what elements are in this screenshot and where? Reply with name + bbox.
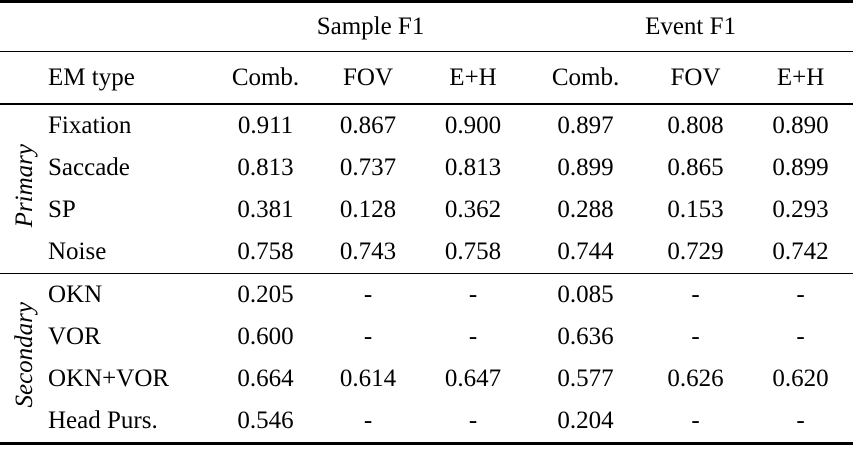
- value-cell: 0.813: [444, 154, 502, 181]
- value-cell: -: [691, 407, 700, 434]
- value-cell: 0.664: [237, 365, 294, 392]
- value-cell: 0.381: [237, 196, 294, 223]
- spacer-cell: [0, 1, 213, 52]
- col-header-sample-eh: E+H: [418, 51, 529, 105]
- value-cell: 0.546: [237, 407, 294, 434]
- value-cell: -: [363, 407, 373, 434]
- column-group-header-row: Sample F1 Event F1: [0, 1, 853, 52]
- em-type-cell: OKN+VOR: [48, 365, 170, 392]
- table-row: OKN+VOR 0.664 0.614 0.647 0.577 0.626 0.…: [0, 358, 853, 400]
- col-header-event-comb: Comb.: [528, 51, 644, 105]
- col-header-em-type: EM type: [48, 51, 213, 105]
- value-cell: 0.204: [557, 407, 614, 434]
- table-row: Secondary OKN 0.205 - - 0.085 - -: [0, 274, 853, 407]
- value-cell: 0.867: [339, 112, 397, 139]
- em-type-cell: Head Purs.: [48, 407, 158, 434]
- column-group-sample-f1: Sample F1: [213, 1, 529, 52]
- value-cell: 0.911: [237, 112, 294, 139]
- em-type-cell: Fixation: [48, 112, 132, 139]
- value-cell: 0.744: [528, 231, 644, 274]
- value-cell: 0.153: [667, 196, 724, 223]
- value-cell: 0.890: [772, 112, 829, 139]
- value-cell: 0.577: [557, 365, 614, 392]
- row-group-label-secondary: Secondary: [10, 301, 38, 408]
- value-cell: 0.205: [237, 281, 294, 308]
- em-type-cell: Noise: [48, 231, 213, 274]
- value-cell: 0.626: [667, 365, 724, 392]
- value-cell: 0.647: [444, 365, 502, 392]
- value-cell: -: [363, 323, 373, 350]
- em-type-cell: Saccade: [48, 154, 130, 181]
- column-group-event-f1: Event F1: [528, 1, 853, 52]
- table-row: Saccade 0.813 0.737 0.813 0.899 0.865 0.…: [0, 147, 853, 189]
- col-header-sample-fov: FOV: [318, 51, 418, 105]
- value-cell: 0.758: [213, 231, 318, 274]
- value-cell: 0.288: [557, 196, 614, 223]
- value-cell: 0.758: [418, 231, 529, 274]
- value-cell: -: [363, 281, 373, 308]
- value-cell: 0.899: [557, 154, 614, 181]
- spacer-cell: [0, 51, 48, 105]
- value-cell: 0.729: [643, 231, 749, 274]
- value-cell: 0.362: [444, 196, 502, 223]
- table-row: VOR 0.600 - - 0.636 - -: [0, 316, 853, 358]
- value-cell: 0.600: [237, 323, 294, 350]
- row-group-cell-secondary: Secondary: [0, 274, 48, 444]
- value-cell: -: [796, 407, 805, 434]
- col-header-event-eh: E+H: [748, 51, 853, 105]
- table-row: SP 0.381 0.128 0.362 0.288 0.153 0.293: [0, 189, 853, 231]
- em-type-cell: SP: [48, 196, 76, 223]
- value-cell: -: [796, 323, 805, 350]
- value-cell: 0.899: [772, 154, 829, 181]
- value-cell: 0.128: [339, 196, 397, 223]
- value-cell: -: [691, 323, 700, 350]
- col-header-sample-comb: Comb.: [213, 51, 318, 105]
- value-cell: 0.737: [339, 154, 397, 181]
- column-header-row: EM type Comb. FOV E+H Comb. FOV E+H: [0, 51, 853, 105]
- row-group-cell-primary: Primary: [0, 104, 48, 274]
- value-cell: -: [796, 281, 805, 308]
- value-cell: 0.293: [772, 196, 829, 223]
- value-cell: 0.085: [557, 281, 614, 308]
- value-cell: 0.897: [557, 112, 614, 139]
- value-cell: 0.813: [237, 154, 294, 181]
- table-row: Primary Fixation 0.911 0.867 0.900 0.897…: [0, 104, 853, 274]
- value-cell: 0.614: [339, 365, 397, 392]
- value-cell: -: [691, 281, 700, 308]
- value-cell: 0.865: [667, 154, 724, 181]
- value-cell: -: [468, 407, 478, 434]
- em-type-cell: OKN: [48, 281, 103, 308]
- value-cell: -: [468, 281, 478, 308]
- row-group-label-primary: Primary: [10, 143, 38, 228]
- em-type-cell: VOR: [48, 323, 101, 350]
- col-header-event-fov: FOV: [643, 51, 749, 105]
- value-cell: 0.900: [444, 112, 502, 139]
- value-cell: 0.636: [557, 323, 614, 350]
- value-cell: 0.742: [748, 231, 853, 274]
- table-row: Noise 0.758 0.743 0.758 0.744 0.729 0.74…: [0, 231, 853, 274]
- value-cell: -: [468, 323, 478, 350]
- value-cell: 0.808: [667, 112, 724, 139]
- value-cell: 0.620: [772, 365, 829, 392]
- value-cell: 0.743: [318, 231, 418, 274]
- table-row: Head Purs. 0.546 - - 0.204 - -: [0, 400, 853, 444]
